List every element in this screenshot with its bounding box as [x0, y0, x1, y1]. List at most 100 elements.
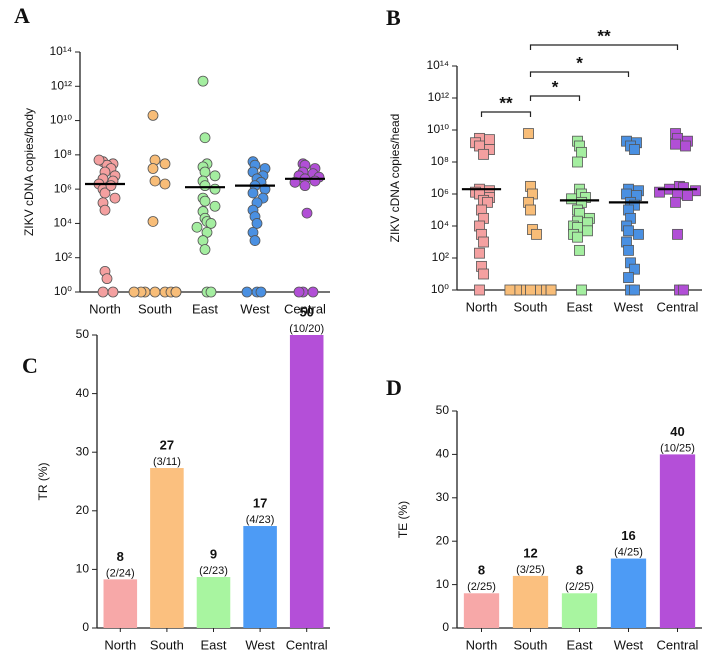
point	[247, 187, 259, 199]
value-label: 16	[621, 528, 635, 543]
bar	[512, 575, 549, 628]
y-tick-label: 20	[436, 533, 450, 547]
point	[101, 273, 113, 285]
value-label: 40	[670, 424, 684, 439]
x-tick-label: East	[200, 637, 226, 652]
y-tick-label: 10²	[55, 250, 72, 264]
point	[309, 175, 321, 187]
point	[209, 200, 221, 212]
x-tick-label: North	[104, 637, 136, 652]
point	[678, 284, 689, 296]
y-tick-label: 10¹⁰	[427, 122, 449, 136]
point	[205, 286, 217, 298]
x-tick-label: South	[150, 637, 184, 652]
point	[629, 284, 640, 296]
point	[149, 286, 161, 298]
fraction-label: (10/20)	[289, 323, 324, 335]
point	[574, 244, 585, 256]
y-axis-label: ZIKV cDNA copies/head	[388, 114, 402, 243]
x-tick-label: Central	[286, 637, 328, 652]
point	[107, 286, 119, 298]
y-tick-label: 50	[436, 403, 450, 417]
y-tick-label: 10²	[432, 250, 449, 264]
x-tick-label: North	[89, 301, 121, 316]
point	[484, 134, 495, 146]
value-label: 8	[117, 549, 124, 564]
y-tick-label: 30	[76, 444, 90, 458]
point	[474, 284, 485, 296]
point	[301, 207, 313, 219]
x-tick-label: East	[566, 637, 592, 652]
point	[572, 231, 583, 243]
point	[623, 244, 634, 256]
value-label: 8	[478, 563, 485, 578]
y-axis-label: ZIKV cDNA copies/body	[22, 108, 36, 236]
bar	[463, 593, 500, 628]
point	[478, 236, 489, 248]
point	[159, 178, 171, 190]
point	[293, 286, 305, 298]
y-axis-label: TE (%)	[396, 501, 410, 538]
bar	[610, 558, 647, 628]
point	[504, 284, 516, 296]
fraction-label: (10/25)	[660, 442, 695, 454]
point	[128, 286, 140, 298]
fraction-label: (3/11)	[153, 456, 181, 468]
y-tick-label: 10	[436, 577, 450, 591]
point	[199, 195, 211, 207]
significance-label: **	[597, 26, 611, 45]
point	[572, 156, 583, 168]
y-tick-label: 10⁶	[54, 181, 72, 195]
y-axis-label: TR (%)	[36, 463, 50, 501]
bar	[289, 335, 324, 628]
bar	[561, 593, 598, 628]
x-tick-label: North	[466, 637, 498, 652]
significance-label: *	[552, 77, 559, 96]
y-tick-label: 10¹²	[428, 90, 449, 104]
x-tick-label: West	[614, 637, 644, 652]
point	[147, 110, 159, 121]
y-tick-label: 10	[76, 562, 90, 576]
bar	[103, 579, 138, 628]
y-tick-label: 10¹⁴	[427, 58, 450, 72]
point	[474, 247, 485, 259]
x-tick-label: South	[138, 301, 172, 316]
y-tick-label: 10⁴	[430, 218, 449, 232]
point	[523, 128, 534, 139]
x-tick-label: Central	[657, 637, 699, 652]
point	[478, 268, 489, 280]
x-tick-label: South	[514, 637, 548, 652]
point	[197, 75, 209, 87]
y-tick-label: 40	[76, 386, 90, 400]
x-tick-label: West	[240, 301, 270, 316]
point	[205, 218, 217, 229]
point	[241, 286, 253, 298]
point	[170, 286, 182, 298]
point	[478, 148, 489, 160]
point	[680, 140, 691, 152]
value-label: 17	[253, 495, 267, 510]
y-tick-label: 10⁰	[54, 284, 72, 298]
y-tick-label: 10⁸	[431, 154, 449, 168]
point	[105, 180, 117, 192]
y-tick-label: 10⁶	[431, 186, 449, 200]
value-label: 50	[299, 304, 313, 319]
bar	[150, 468, 184, 628]
fraction-label: (3/25)	[516, 564, 545, 576]
point	[307, 286, 319, 298]
x-tick-label: South	[514, 299, 548, 314]
x-tick-label: West	[245, 637, 275, 652]
bar	[243, 526, 277, 628]
fraction-label: (2/23)	[199, 565, 228, 577]
point	[99, 204, 111, 216]
point	[197, 235, 209, 246]
point	[149, 175, 161, 187]
x-tick-label: East	[566, 299, 592, 314]
significance-bracket	[529, 44, 679, 50]
value-label: 12	[523, 545, 537, 560]
y-tick-label: 20	[76, 503, 90, 517]
x-tick-label: Central	[284, 301, 326, 316]
value-label: 9	[210, 546, 217, 561]
point	[255, 286, 267, 298]
y-tick-label: 10⁴	[53, 216, 72, 230]
